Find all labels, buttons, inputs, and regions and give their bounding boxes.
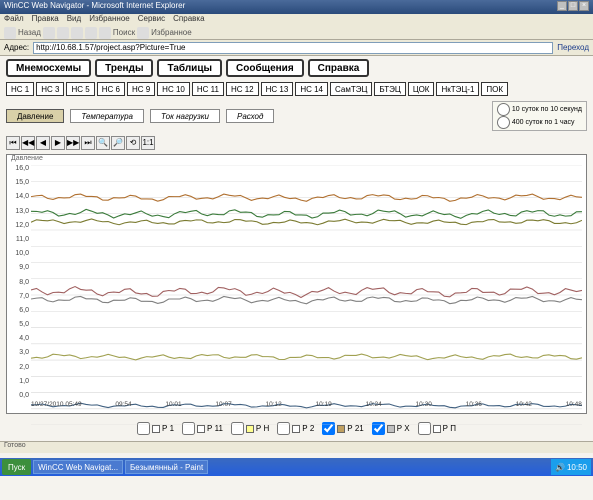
taskbar-item[interactable]: Безымянный - Paint xyxy=(125,460,208,474)
search-label: Поиск xyxy=(113,28,135,37)
ie-statusbar: Готово xyxy=(0,441,593,453)
main-tab-row: МнемосхемыТрендыТаблицыСообщенияСправка xyxy=(0,56,593,80)
clock: 10:50 xyxy=(567,463,587,472)
tray-icon[interactable]: 🔊 xyxy=(555,463,565,472)
tab-Таблицы[interactable]: Таблицы xyxy=(157,59,222,77)
station-tab[interactable]: ЦОК xyxy=(408,82,435,96)
menu-Файл[interactable]: Файл xyxy=(4,14,24,26)
stop-icon[interactable] xyxy=(57,27,69,39)
y-axis: 16,015,014,013,012,011,010,09,08,07,06,0… xyxy=(9,165,29,399)
maximize-button[interactable]: □ xyxy=(568,1,578,11)
favorites-icon[interactable] xyxy=(137,27,149,39)
address-label: Адрес: xyxy=(4,43,29,52)
address-input[interactable] xyxy=(33,42,553,54)
menu-Вид[interactable]: Вид xyxy=(67,14,81,26)
windows-taskbar: Пуск WinCC Web Navigat...Безымянный - Pa… xyxy=(0,458,593,476)
series-line xyxy=(31,296,582,303)
param-tab[interactable]: Давление xyxy=(6,109,64,123)
tab-Справка[interactable]: Справка xyxy=(308,59,370,77)
station-tab[interactable]: НС 12 xyxy=(226,82,259,96)
go-button[interactable]: Переход xyxy=(557,43,589,52)
window-titlebar: WinCC Web Navigator - Microsoft Internet… xyxy=(0,0,593,14)
series-line xyxy=(31,219,582,225)
station-tab[interactable]: НС 6 xyxy=(97,82,125,96)
x-axis: 10/27/2010 05:4909:5410:0110:0710:1210:1… xyxy=(31,401,582,413)
nav-button[interactable]: ◀ xyxy=(36,136,50,150)
series-line xyxy=(31,354,582,360)
refresh-icon[interactable] xyxy=(71,27,83,39)
menu-Сервис[interactable]: Сервис xyxy=(138,14,165,26)
param-tab[interactable]: Расход xyxy=(226,109,274,123)
start-button[interactable]: Пуск xyxy=(2,459,31,475)
menu-Избранное[interactable]: Избранное xyxy=(89,14,130,26)
nav-button[interactable]: 🔎 xyxy=(111,136,125,150)
close-button[interactable]: × xyxy=(579,1,589,11)
nav-button[interactable]: ⟲ xyxy=(126,136,140,150)
tab-Сообщения[interactable]: Сообщения xyxy=(226,59,304,77)
nav-button[interactable]: ⏮ xyxy=(6,136,20,150)
taskbar-item[interactable]: WinCC Web Navigat... xyxy=(33,460,123,474)
search-icon[interactable] xyxy=(99,27,111,39)
station-tab[interactable]: ПОК xyxy=(481,82,508,96)
chart-nav-controls: ⏮◀◀◀▶▶▶⏭🔍🔎⟲1:1 xyxy=(0,134,593,152)
station-tab[interactable]: НС 13 xyxy=(261,82,294,96)
nav-button[interactable]: ⏭ xyxy=(81,136,95,150)
param-tab[interactable]: Ток нагрузки xyxy=(150,109,220,123)
param-row: Давление Температура Ток нагрузки Расход 10… xyxy=(0,98,593,134)
time-options-box: 10 суток по 10 секунд 400 суток по 1 час… xyxy=(492,101,587,131)
back-icon[interactable] xyxy=(4,27,16,39)
status-text: Готово xyxy=(4,442,26,449)
station-tab[interactable]: СамТЭЦ xyxy=(330,82,372,96)
station-tab[interactable]: НС 5 xyxy=(66,82,94,96)
station-tab[interactable]: НС 14 xyxy=(295,82,328,96)
trend-chart: Давление 16,015,014,013,012,011,010,09,0… xyxy=(6,154,587,414)
back-label: Назад xyxy=(18,28,41,37)
menu-Правка[interactable]: Правка xyxy=(32,14,59,26)
chart-title: Давление xyxy=(11,155,43,162)
time-radio[interactable] xyxy=(497,103,510,116)
nav-button[interactable]: ◀◀ xyxy=(21,136,35,150)
system-tray: 🔊 10:50 xyxy=(551,459,591,475)
home-icon[interactable] xyxy=(85,27,97,39)
favorites-label: Избранное xyxy=(151,28,192,37)
station-tab[interactable]: НС 10 xyxy=(157,82,190,96)
station-tab[interactable]: НС 9 xyxy=(127,82,155,96)
nav-button[interactable]: 🔍 xyxy=(96,136,110,150)
nav-button[interactable]: ▶▶ xyxy=(66,136,80,150)
forward-icon[interactable] xyxy=(43,27,55,39)
station-tab-row: НС 1НС 3НС 5НС 6НС 9НС 10НС 11НС 12НС 13… xyxy=(0,80,593,98)
menu-Справка[interactable]: Справка xyxy=(173,14,204,26)
station-tab[interactable]: НС 3 xyxy=(36,82,64,96)
station-tab[interactable]: НкТЭЦ-1 xyxy=(436,82,479,96)
station-tab[interactable]: БТЭЦ xyxy=(374,82,405,96)
ie-menubar: Файл Правка Вид Избранное Сервис Справка xyxy=(0,14,593,26)
param-tab[interactable]: Температура xyxy=(70,109,144,123)
tab-Тренды[interactable]: Тренды xyxy=(95,59,153,77)
window-title: WinCC Web Navigator - Microsoft Internet… xyxy=(4,1,185,13)
tab-Мнемосхемы[interactable]: Мнемосхемы xyxy=(6,59,91,77)
station-tab[interactable]: НС 1 xyxy=(6,82,34,96)
nav-button[interactable]: ▶ xyxy=(51,136,65,150)
time-radio[interactable] xyxy=(497,116,510,129)
nav-button[interactable]: 1:1 xyxy=(141,136,155,150)
chart-plot xyxy=(31,165,582,425)
ie-toolbar: Назад Поиск Избранное xyxy=(0,26,593,40)
window-controls: _ □ × xyxy=(557,1,589,13)
minimize-button[interactable]: _ xyxy=(557,1,567,11)
address-bar: Адрес: Переход xyxy=(0,40,593,56)
series-line xyxy=(31,287,582,298)
station-tab[interactable]: НС 11 xyxy=(192,82,224,96)
